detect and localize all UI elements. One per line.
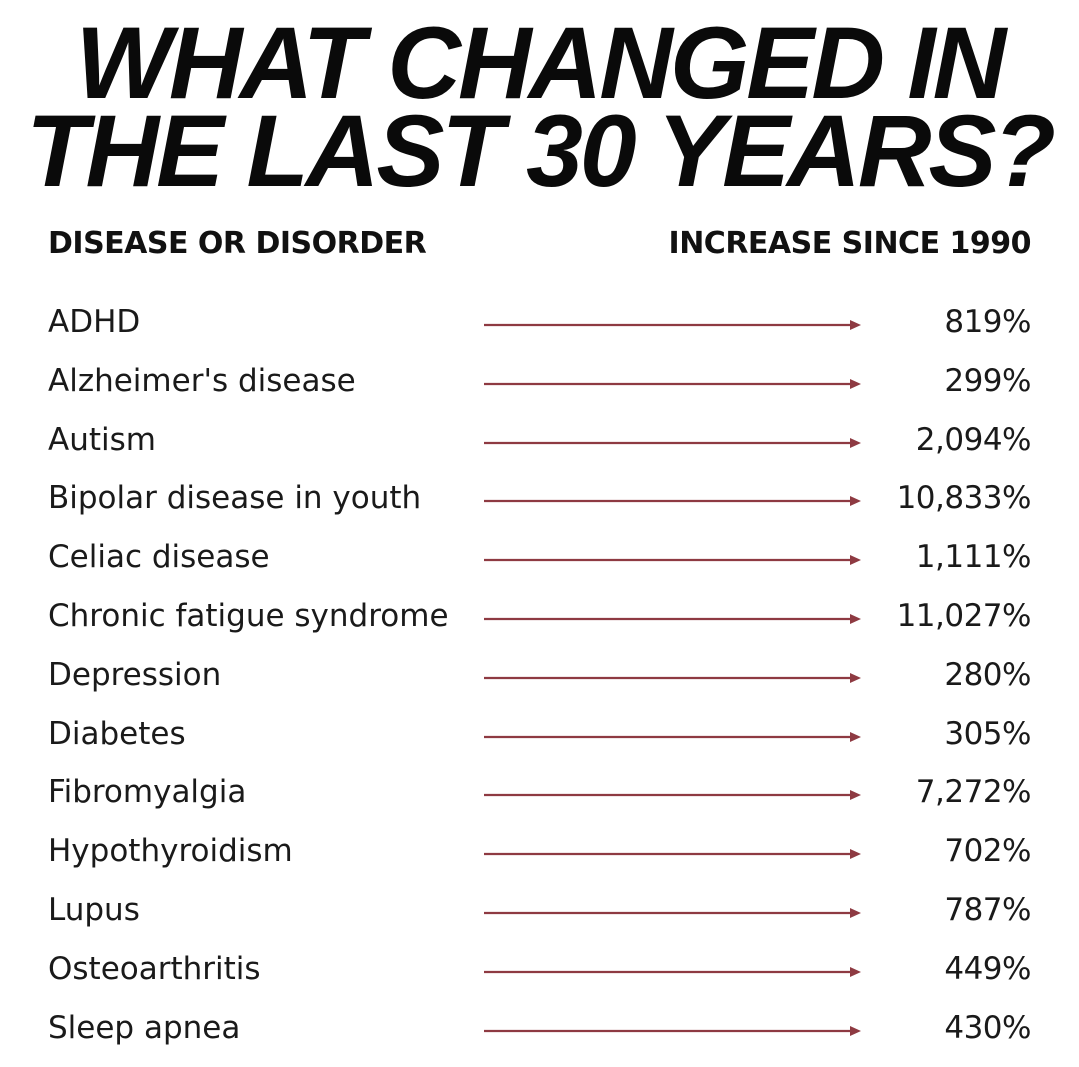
arrow-right-icon	[484, 320, 861, 330]
increase-value: 305%	[944, 715, 1031, 752]
arrow-right-icon	[484, 1025, 861, 1036]
arrow-right-icon	[484, 731, 861, 742]
list-item: Osteoarthritis 449%	[0, 941, 1079, 999]
disease-name: Alzheimer's disease	[48, 362, 358, 399]
disease-name: Sleep apnea	[48, 1009, 243, 1046]
arrow-right-icon	[484, 437, 861, 448]
list-item: Lupus 787%	[0, 882, 1079, 940]
arrow-right-icon	[484, 555, 861, 566]
increase-value: 449%	[944, 950, 1031, 987]
arrow-right-icon	[484, 496, 861, 507]
list-item: Alzheimer's disease 299%	[0, 353, 1079, 411]
disease-name: Celiac disease	[48, 539, 272, 576]
increase-value: 280%	[944, 656, 1031, 693]
arrow-right-icon	[484, 966, 861, 977]
increase-value: 2,094%	[915, 421, 1032, 458]
list-item: Depression 280%	[0, 647, 1079, 705]
list-item: Autism 2,094%	[0, 412, 1079, 470]
arrow-right-icon	[484, 672, 861, 683]
column-header-increase: INCREASE SINCE 1990	[668, 226, 1032, 261]
increase-value: 11,027%	[896, 598, 1032, 634]
disease-name: Hypothyroidism	[48, 833, 295, 870]
disease-name: Diabetes	[48, 715, 188, 752]
increase-value: 1,111%	[915, 539, 1032, 576]
column-header-disease: DISEASE OR DISORDER	[48, 226, 427, 261]
arrow-right-icon	[484, 790, 861, 801]
increase-value: 7,272%	[915, 774, 1032, 811]
disease-name: Depression	[48, 656, 224, 693]
arrow-right-icon	[484, 378, 861, 389]
disease-name: Fibromyalgia	[48, 774, 249, 811]
arrow-right-icon	[484, 614, 861, 624]
disease-name: Bipolar disease in youth	[48, 480, 424, 517]
disease-name: Osteoarthritis	[48, 950, 263, 987]
list-item: Bipolar disease in youth 10,833%	[0, 470, 1079, 528]
arrow-right-icon	[484, 908, 861, 918]
list-item: Hypothyroidism 702%	[0, 823, 1079, 881]
increase-value: 430%	[944, 1009, 1031, 1046]
disease-name: Chronic fatigue syndrome	[48, 598, 451, 634]
list-item: Chronic fatigue syndrome 11,027%	[0, 588, 1079, 646]
increase-value: 787%	[944, 892, 1031, 928]
title-line-2: THE LAST 30 YEARS?	[26, 94, 1056, 208]
list-item: Celiac disease 1,111%	[0, 529, 1079, 587]
list-item: Sleep apnea 430%	[0, 1000, 1079, 1058]
increase-value: 819%	[944, 304, 1031, 340]
list-item: ADHD 819%	[0, 294, 1079, 352]
title-line-1: WHAT CHANGED IN	[75, 6, 1007, 120]
increase-value: 10,833%	[896, 480, 1032, 517]
disease-name: ADHD	[48, 304, 143, 340]
disease-name: Lupus	[48, 892, 142, 928]
arrow-right-icon	[484, 849, 861, 860]
increase-value: 702%	[944, 833, 1031, 870]
list-item: Diabetes 305%	[0, 706, 1079, 764]
increase-value: 299%	[944, 362, 1031, 399]
disease-name: Autism	[48, 421, 158, 458]
list-item: Fibromyalgia 7,272%	[0, 764, 1079, 822]
